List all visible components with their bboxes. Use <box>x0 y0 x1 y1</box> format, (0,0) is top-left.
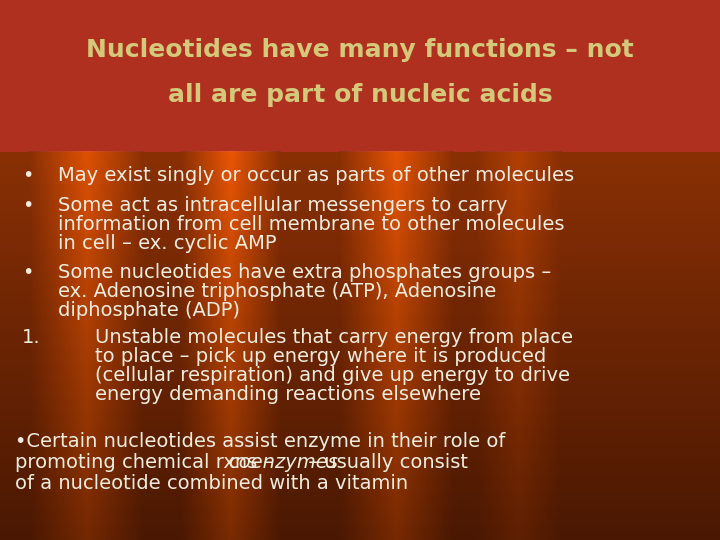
Text: all are part of nucleic acids: all are part of nucleic acids <box>168 83 552 107</box>
Text: ex. Adenosine triphosphate (ATP), Adenosine: ex. Adenosine triphosphate (ATP), Adenos… <box>58 282 496 301</box>
Text: diphosphate (ADP): diphosphate (ADP) <box>58 301 240 320</box>
Text: •: • <box>22 166 33 185</box>
Text: coenzymes: coenzymes <box>228 453 338 472</box>
Text: May exist singly or occur as parts of other molecules: May exist singly or occur as parts of ot… <box>58 166 574 185</box>
Text: – usually consist: – usually consist <box>302 453 468 472</box>
Text: •: • <box>22 196 33 215</box>
Text: •Certain nucleotides assist enzyme in their role of: •Certain nucleotides assist enzyme in th… <box>15 432 505 451</box>
Text: promoting chemical rxns –: promoting chemical rxns – <box>15 453 279 472</box>
Text: to place – pick up energy where it is produced: to place – pick up energy where it is pr… <box>95 347 546 366</box>
Text: •: • <box>22 263 33 282</box>
Bar <box>0 0 720 148</box>
Text: in cell – ex. cyclic AMP: in cell – ex. cyclic AMP <box>58 234 276 253</box>
Text: energy demanding reactions elsewhere: energy demanding reactions elsewhere <box>95 385 481 404</box>
Text: Unstable molecules that carry energy from place: Unstable molecules that carry energy fro… <box>95 328 573 347</box>
Text: Nucleotides have many functions – not: Nucleotides have many functions – not <box>86 38 634 62</box>
Text: information from cell membrane to other molecules: information from cell membrane to other … <box>58 215 564 234</box>
Text: Some nucleotides have extra phosphates groups –: Some nucleotides have extra phosphates g… <box>58 263 552 282</box>
Text: of a nucleotide combined with a vitamin: of a nucleotide combined with a vitamin <box>15 474 408 493</box>
Text: Some act as intracellular messengers to carry: Some act as intracellular messengers to … <box>58 196 508 215</box>
Text: 1.: 1. <box>22 328 40 347</box>
Text: (cellular respiration) and give up energy to drive: (cellular respiration) and give up energ… <box>95 366 570 385</box>
